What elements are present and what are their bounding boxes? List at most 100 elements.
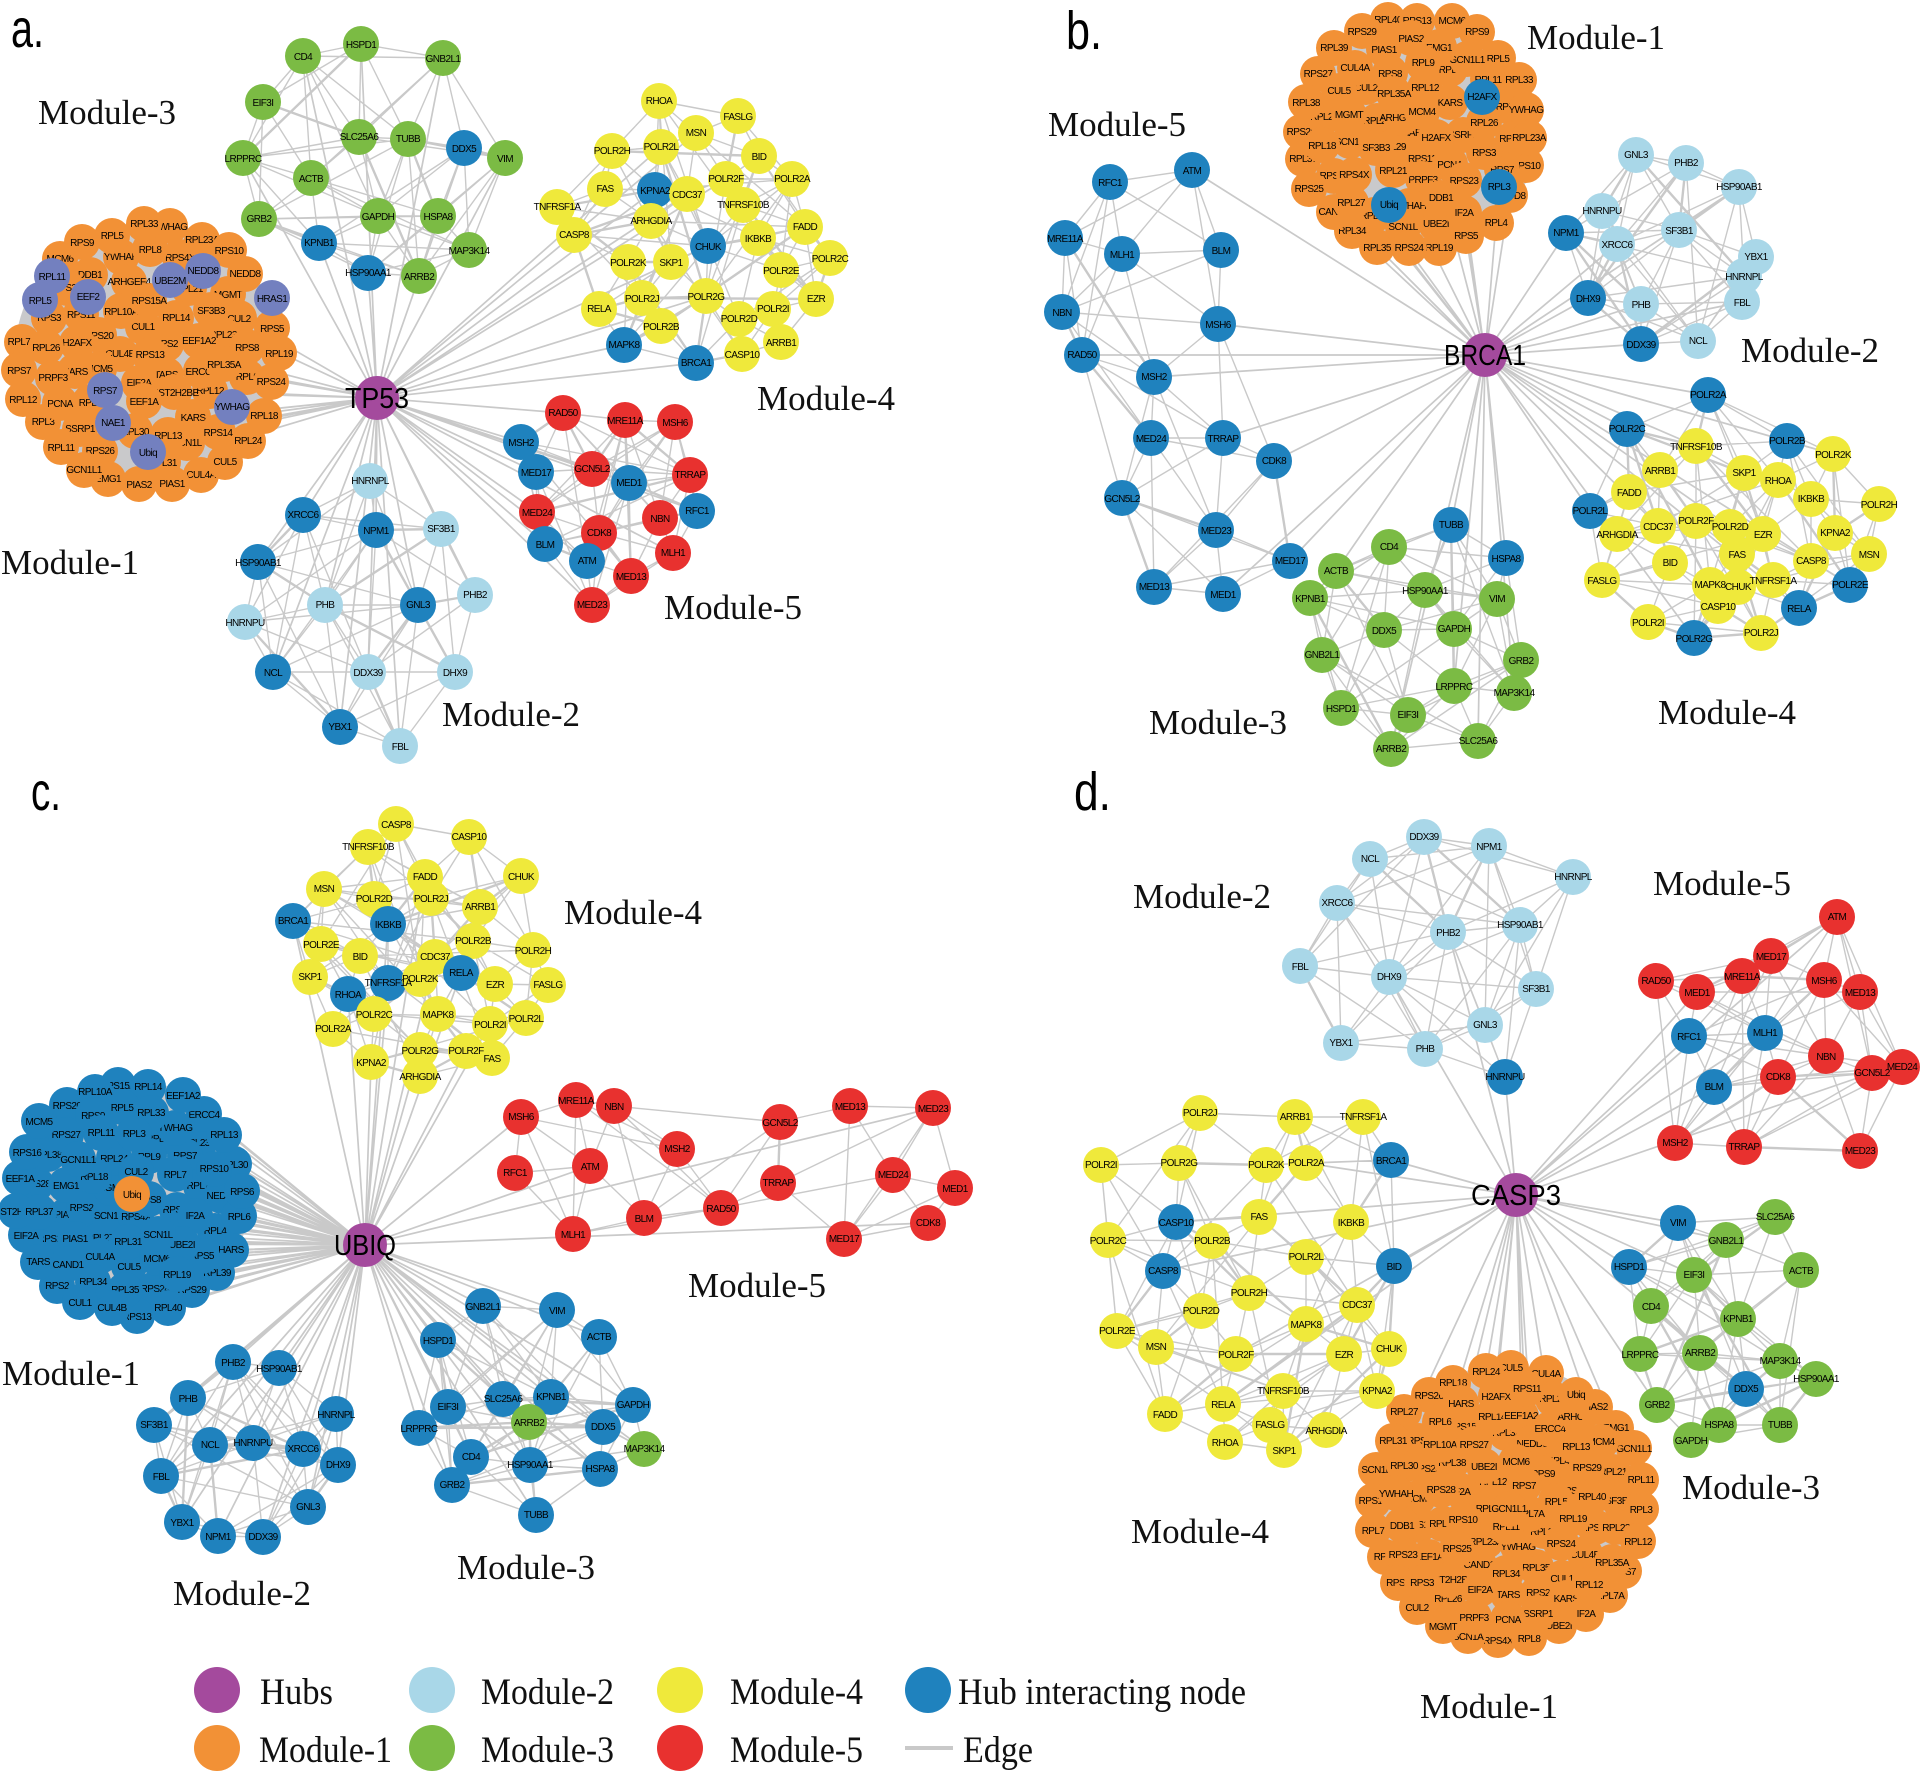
- svg-text:SF3B3: SF3B3: [1605, 1496, 1634, 1507]
- svg-text:RPL37: RPL37: [1429, 1519, 1458, 1530]
- svg-text:MCM5: MCM5: [85, 364, 113, 375]
- svg-text:POLR2I: POLR2I: [1085, 1160, 1117, 1171]
- svg-text:RPL23: RPL23: [1363, 116, 1392, 127]
- svg-text:RPS20: RPS20: [85, 331, 115, 342]
- svg-text:GCN1L1: GCN1L1: [1449, 55, 1485, 66]
- svg-text:MCM6: MCM6: [46, 254, 74, 265]
- svg-text:FADD: FADD: [413, 872, 438, 883]
- svg-text:EZR: EZR: [1754, 530, 1773, 541]
- svg-text:EEF1A: EEF1A: [6, 1174, 36, 1185]
- svg-text:RPS28: RPS28: [22, 1179, 52, 1190]
- svg-text:MED24: MED24: [1136, 434, 1167, 445]
- svg-text:CAND1: CAND1: [1464, 1560, 1496, 1571]
- svg-text:POLR2A: POLR2A: [315, 1024, 352, 1035]
- svg-text:GCN1L1: GCN1L1: [60, 1155, 96, 1166]
- svg-text:DHX9: DHX9: [443, 668, 468, 679]
- svg-text:SCN1A: SCN1A: [1335, 137, 1366, 148]
- svg-text:RPL7A: RPL7A: [1516, 1509, 1546, 1520]
- svg-text:YWHAG: YWHAG: [1509, 105, 1545, 116]
- svg-text:c.: c.: [31, 762, 61, 822]
- svg-text:RPS26: RPS26: [1415, 1391, 1445, 1402]
- svg-text:GNL3: GNL3: [1624, 150, 1649, 161]
- svg-text:HARS: HARS: [1448, 1399, 1474, 1410]
- svg-text:RPS5: RPS5: [260, 324, 285, 335]
- svg-text:RPL11: RPL11: [1493, 1522, 1521, 1533]
- svg-text:IKBKB: IKBKB: [1338, 1218, 1365, 1229]
- svg-text:TRRAP: TRRAP: [1208, 434, 1240, 445]
- svg-text:ARHGEF4: ARHGEF4: [1379, 113, 1423, 124]
- svg-text:RPS4X: RPS4X: [1483, 1636, 1514, 1647]
- svg-text:RPL9: RPL9: [138, 1152, 162, 1163]
- svg-text:CDC37: CDC37: [1342, 1300, 1373, 1311]
- svg-text:PIAS1: PIAS1: [159, 479, 185, 490]
- svg-text:RPS25: RPS25: [1443, 1544, 1473, 1555]
- svg-text:RPL35: RPL35: [111, 1285, 140, 1296]
- svg-text:H2AFX: H2AFX: [1467, 92, 1497, 103]
- svg-text:RFC1: RFC1: [1098, 178, 1123, 189]
- svg-text:XRCC6: XRCC6: [288, 1444, 320, 1455]
- svg-text:RPL30: RPL30: [220, 1160, 249, 1171]
- svg-text:TUBB: TUBB: [396, 134, 421, 145]
- svg-text:UBE2M: UBE2M: [154, 276, 186, 287]
- svg-text:PRPF3: PRPF3: [1408, 175, 1438, 186]
- svg-text:CASP10: CASP10: [1159, 1218, 1195, 1229]
- svg-text:NPM1: NPM1: [205, 1532, 231, 1543]
- svg-text:PCNA: PCNA: [47, 399, 73, 410]
- svg-text:RPS5: RPS5: [1454, 231, 1479, 242]
- svg-text:PHB: PHB: [1416, 1044, 1436, 1055]
- svg-text:SCN1L: SCN1L: [143, 1230, 173, 1241]
- svg-text:CUL5: CUL5: [117, 1262, 141, 1273]
- svg-text:EEF1A: EEF1A: [1415, 1552, 1445, 1563]
- svg-text:RPL7A: RPL7A: [1596, 1591, 1626, 1602]
- svg-text:NPM1: NPM1: [1553, 228, 1579, 239]
- svg-text:RPS15A: RPS15A: [132, 296, 168, 307]
- svg-text:CDK8: CDK8: [1766, 1072, 1791, 1083]
- svg-text:CHUK: CHUK: [695, 242, 722, 253]
- svg-text:FBL: FBL: [392, 742, 410, 753]
- svg-text:MAP3K14: MAP3K14: [1494, 688, 1536, 699]
- svg-text:ARRB1: ARRB1: [465, 902, 496, 913]
- svg-text:PHB2: PHB2: [1436, 928, 1461, 939]
- svg-text:RPL6: RPL6: [1429, 1417, 1453, 1428]
- svg-text:Module-4: Module-4: [1131, 1512, 1269, 1551]
- svg-text:RPS20: RPS20: [53, 1101, 83, 1112]
- svg-text:GCN1L1: GCN1L1: [1616, 1444, 1652, 1455]
- svg-text:RPS25: RPS25: [1295, 184, 1325, 195]
- svg-text:RHOA: RHOA: [1765, 476, 1792, 487]
- svg-text:RPL35: RPL35: [1522, 1563, 1551, 1574]
- svg-text:ACTB: ACTB: [1324, 566, 1349, 577]
- svg-text:RPL12: RPL12: [146, 1134, 175, 1145]
- svg-text:YBX1: YBX1: [170, 1518, 194, 1529]
- svg-text:SCN1L: SCN1L: [172, 438, 202, 449]
- svg-text:XRCC6: XRCC6: [1602, 240, 1634, 251]
- svg-text:MED17: MED17: [521, 468, 552, 479]
- svg-text:RPS7: RPS7: [7, 366, 32, 377]
- svg-text:PIAS1: PIAS1: [1371, 45, 1397, 56]
- svg-text:RPL3: RPL3: [1476, 1504, 1500, 1515]
- svg-text:POLR2F: POLR2F: [1678, 516, 1714, 527]
- svg-text:EMG1: EMG1: [95, 474, 122, 485]
- svg-text:TNFRSF10B: TNFRSF10B: [342, 842, 395, 853]
- svg-text:EEF2: EEF2: [77, 292, 101, 303]
- svg-text:GAPDH: GAPDH: [362, 212, 395, 223]
- svg-text:MAP3K14: MAP3K14: [1760, 1356, 1802, 1367]
- svg-text:MED13: MED13: [616, 572, 647, 583]
- svg-text:SLC25A6: SLC25A6: [1756, 1212, 1796, 1223]
- svg-text:RPS14: RPS14: [163, 1205, 193, 1216]
- svg-text:RPL19: RPL19: [1559, 1514, 1588, 1525]
- svg-text:RPL7A: RPL7A: [187, 1181, 217, 1192]
- svg-text:MED1: MED1: [1684, 988, 1710, 999]
- svg-text:CD4: CD4: [1380, 542, 1399, 553]
- svg-text:POLR2H: POLR2H: [594, 146, 631, 157]
- svg-text:LRPPRC: LRPPRC: [1436, 682, 1473, 693]
- svg-text:RPS29: RPS29: [1573, 1463, 1603, 1474]
- svg-text:NCL: NCL: [1689, 336, 1708, 347]
- svg-text:MLH1: MLH1: [1110, 250, 1135, 261]
- svg-text:RPL26: RPL26: [32, 343, 61, 354]
- svg-text:CUL4B: CUL4B: [1570, 1550, 1600, 1561]
- svg-text:EIF3I: EIF3I: [1684, 1270, 1705, 1281]
- svg-text:EEF1A2: EEF1A2: [1504, 1411, 1539, 1422]
- svg-text:POLR2J: POLR2J: [1744, 628, 1779, 639]
- svg-text:MAPK8: MAPK8: [423, 1010, 455, 1021]
- svg-text:RPL31: RPL31: [149, 458, 178, 469]
